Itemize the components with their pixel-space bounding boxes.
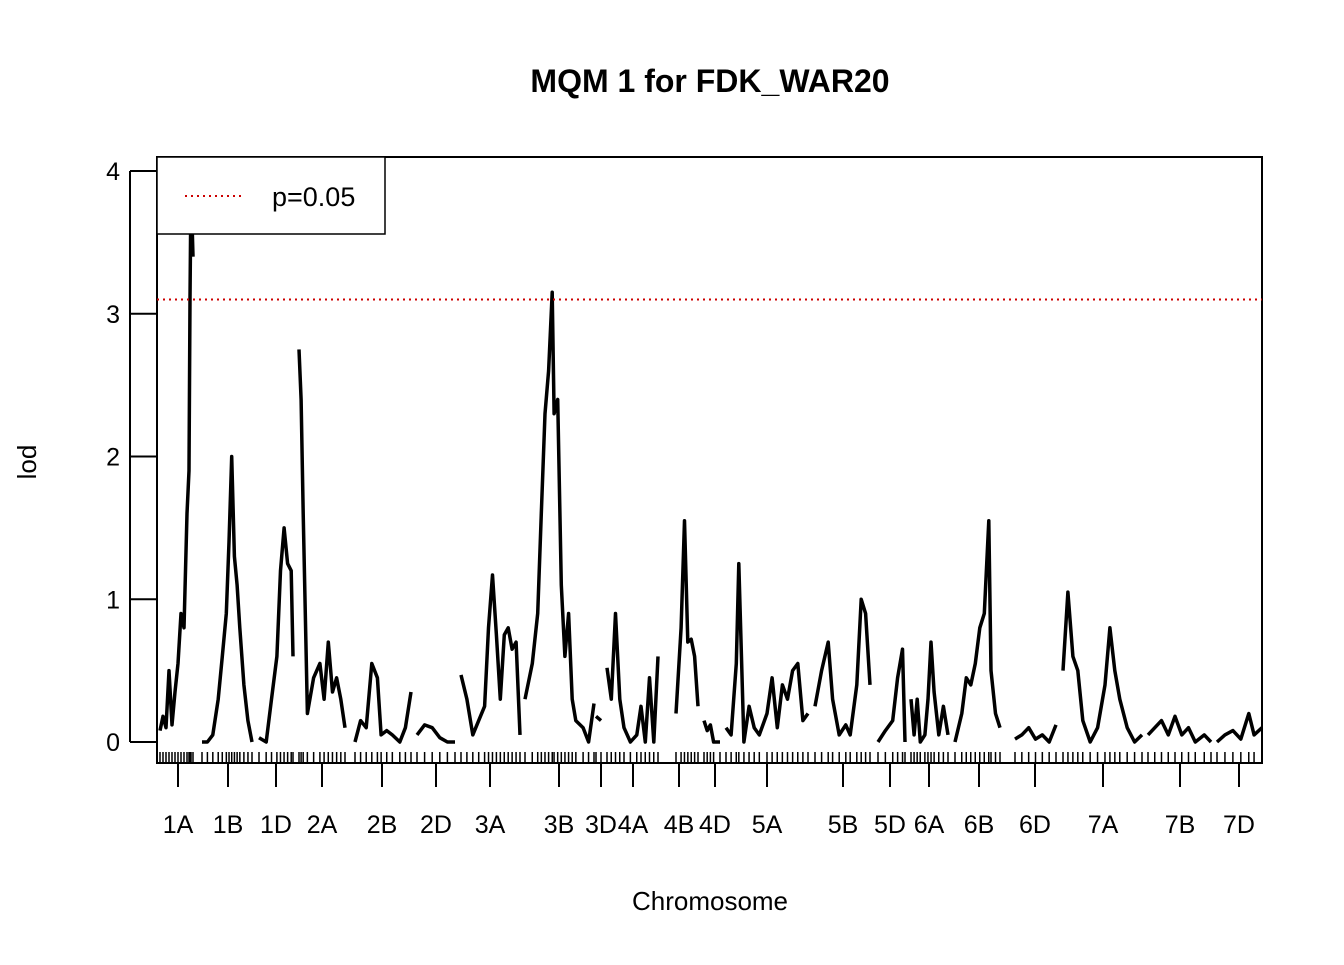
lod-curve-6b bbox=[953, 518, 1002, 743]
x-tick-label-1b: 1B bbox=[213, 811, 244, 839]
legend-label: p=0.05 bbox=[272, 182, 355, 212]
x-tick-label-5d: 5D bbox=[874, 811, 906, 839]
y-axis-label: lod bbox=[12, 445, 42, 480]
y-tick-label: 0 bbox=[106, 729, 120, 757]
lod-curve-5b bbox=[813, 597, 872, 737]
x-tick-label-3a: 3A bbox=[475, 811, 506, 839]
lod-curve-1a bbox=[158, 183, 195, 731]
x-tick-label-2a: 2A bbox=[307, 811, 338, 839]
x-tick-label-5b: 5B bbox=[828, 811, 859, 839]
x-tick-label-3d: 3D bbox=[585, 811, 617, 839]
y-tick-label: 2 bbox=[106, 444, 120, 472]
lod-curve-2d bbox=[415, 723, 455, 744]
x-tick-label-2b: 2B bbox=[367, 811, 398, 839]
x-tick-label-3b: 3B bbox=[544, 811, 575, 839]
lod-curve-4a bbox=[605, 611, 660, 744]
lod-curve-7d bbox=[1215, 711, 1264, 744]
plot-frame bbox=[156, 156, 1263, 764]
x-tick-label-7d: 7D bbox=[1223, 811, 1255, 839]
lod-curve-1b bbox=[202, 454, 254, 744]
x-tick-label-4b: 4B bbox=[664, 811, 695, 839]
x-tick-label-4a: 4A bbox=[618, 811, 649, 839]
marker-rug bbox=[159, 752, 1263, 763]
x-tick-label-6b: 6B bbox=[964, 811, 995, 839]
legend-box bbox=[156, 156, 386, 235]
lod-curve-4b bbox=[674, 518, 700, 714]
lod-curve-6a bbox=[909, 640, 950, 744]
x-axis-label: Chromosome bbox=[632, 886, 788, 916]
x-axis: 1A 1B 1D 2A 2B 2D 3A 3B 3D 4A 4B 4D 5A 5B 5D 6A 6B 6D 7A 7B… bbox=[163, 763, 1255, 839]
y-axis: 0 1 2 3 4 bbox=[106, 158, 157, 757]
lod-curves bbox=[158, 183, 1264, 744]
lod-curve-3a bbox=[459, 573, 522, 737]
chart-title: MQM 1 for FDK_WAR20 bbox=[530, 63, 889, 99]
x-tick-label-2d: 2D bbox=[420, 811, 452, 839]
x-tick-label-1d: 1D bbox=[260, 811, 292, 839]
lod-curve-3d bbox=[594, 714, 603, 722]
lod-curve-2b bbox=[353, 661, 413, 744]
y-tick-label: 3 bbox=[106, 301, 120, 329]
lod-curve-3b bbox=[523, 290, 596, 744]
legend: p=0.05 bbox=[156, 156, 386, 235]
x-tick-label-5a: 5A bbox=[752, 811, 783, 839]
lod-curve-5a bbox=[724, 561, 810, 744]
x-tick-label-7b: 7B bbox=[1165, 811, 1196, 839]
y-tick-label: 4 bbox=[106, 158, 120, 186]
lod-curve-6d bbox=[1014, 724, 1058, 744]
x-tick-label-7a: 7A bbox=[1088, 811, 1119, 839]
x-tick-label-6a: 6A bbox=[914, 811, 945, 839]
lod-curve-5d bbox=[876, 647, 907, 743]
x-tick-label-1a: 1A bbox=[163, 811, 194, 839]
lod-curve-7a bbox=[1061, 590, 1144, 744]
x-tick-label-4d: 4D bbox=[699, 811, 731, 839]
x-tick-label-6d: 6D bbox=[1019, 811, 1051, 839]
lod-curve-1d bbox=[258, 526, 295, 744]
lod-curve-7b bbox=[1146, 714, 1213, 744]
lod-curve-2a bbox=[297, 349, 347, 728]
lod-curve-4d bbox=[702, 720, 720, 744]
y-tick-label: 1 bbox=[106, 586, 120, 614]
